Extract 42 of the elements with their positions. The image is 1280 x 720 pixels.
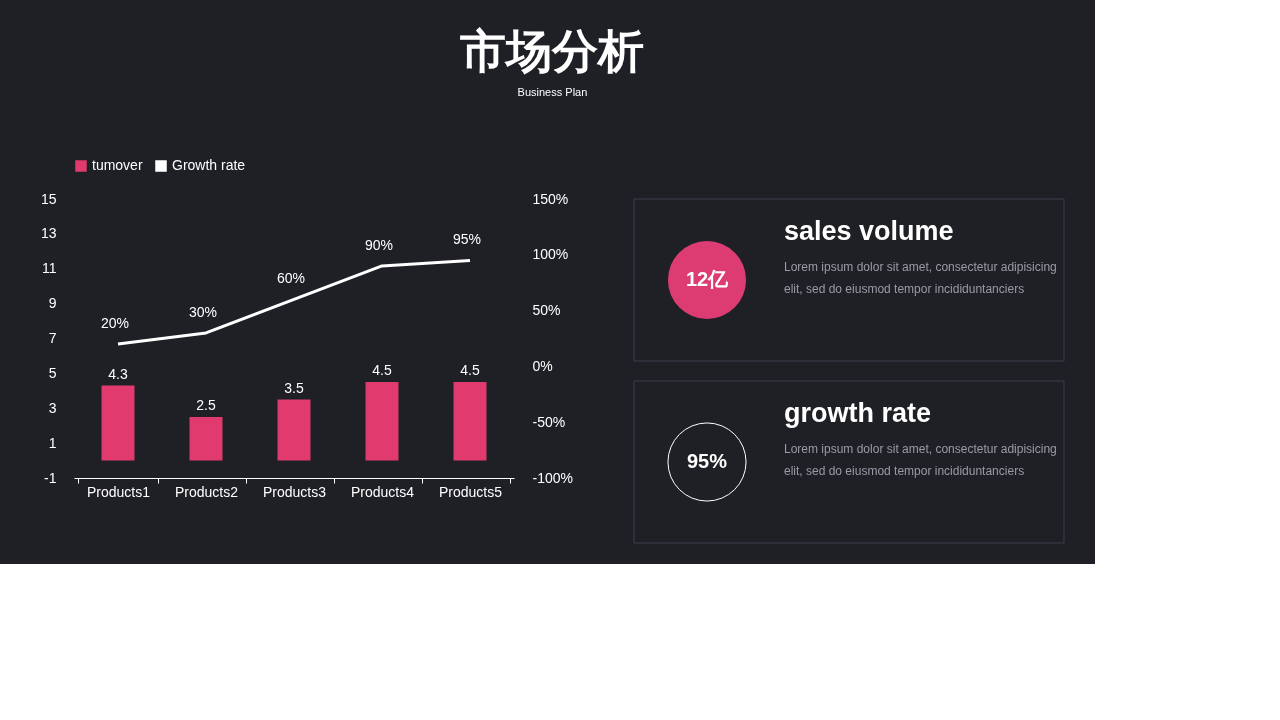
x-tick-label: Products5 <box>438 483 503 500</box>
legend-label: tumover <box>92 157 143 173</box>
x-tick-label: Products2 <box>174 483 239 500</box>
data-label: 4.3 <box>108 365 128 382</box>
y-tick-label: 15 <box>40 190 57 207</box>
x-tick-label: Products1 <box>86 483 151 500</box>
data-label: 4.5 <box>372 362 392 379</box>
text: 95% <box>686 450 728 472</box>
data-label: 60% <box>276 270 306 287</box>
x-tick-label: Products3 <box>262 483 327 500</box>
y-tick-label: 13 <box>40 225 57 242</box>
y2-tick-label: 100% <box>532 246 569 263</box>
y-tick-label: 1 <box>48 434 57 451</box>
y2-tick-label: 0% <box>532 357 553 374</box>
x-tick-label: Products4 <box>350 483 415 500</box>
data-label: 30% <box>188 303 218 320</box>
text: growth rate <box>784 398 932 428</box>
data-label: 20% <box>100 315 130 332</box>
data-label: 90% <box>364 236 394 253</box>
y2-tick-label: -100% <box>532 469 573 486</box>
y-tick-label: 9 <box>48 295 57 312</box>
chart-title: 市场分析 <box>460 25 645 77</box>
y2-tick-label: 150% <box>532 190 569 207</box>
y-tick-label: -1 <box>44 469 57 486</box>
data-label: 4.5 <box>460 362 480 379</box>
data-label: 3.5 <box>284 379 304 396</box>
y2-tick-label: 50% <box>532 302 561 319</box>
text: elit, sed do eiusmod tempor incididuntanciers <box>784 464 1025 478</box>
data-label: 2.5 <box>196 396 216 413</box>
text: sales volume <box>784 216 954 246</box>
legend-label: Growth rate <box>172 157 246 173</box>
text: Lorem ipsum dolor sit amet, consectetur adipisicing <box>784 260 1057 274</box>
text: elit, sed do eiusmod tempor incididuntanciers <box>784 282 1025 296</box>
y2-tick-label: -50% <box>532 413 566 430</box>
data-label: 95% <box>452 231 482 248</box>
y-tick-label: 5 <box>48 364 57 381</box>
text: 12亿 <box>685 268 730 290</box>
y-tick-label: 11 <box>41 260 57 277</box>
y-tick-label: 3 <box>48 399 57 416</box>
y-tick-label: 7 <box>48 330 57 346</box>
text: Business Plan <box>517 86 588 98</box>
text: Lorem ipsum dolor sit amet, consectetur adipisicing <box>784 442 1057 456</box>
